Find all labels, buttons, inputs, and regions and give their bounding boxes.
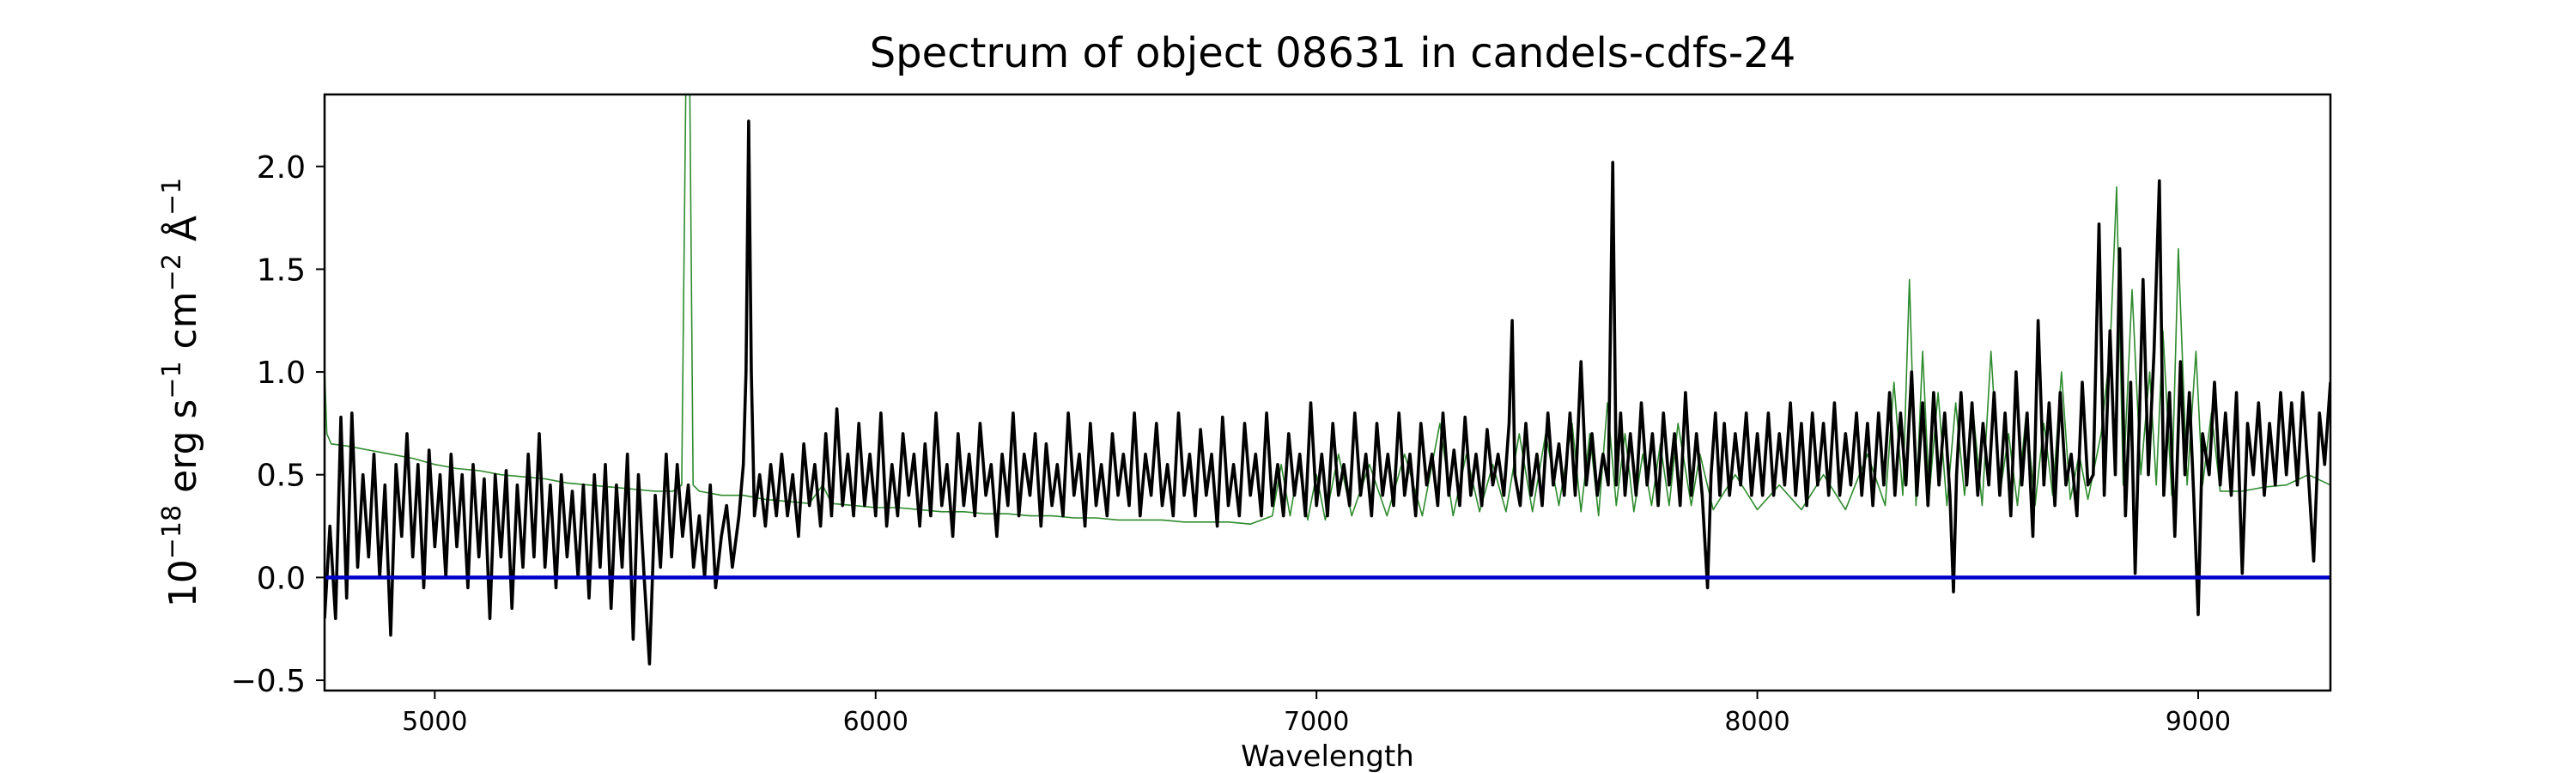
y-tick-label: 1.0 — [257, 356, 306, 391]
y-tick-label: 0.5 — [257, 459, 306, 494]
x-axis-label: Wavelength — [1241, 740, 1414, 773]
chart-title: Spectrum of object 08631 in candels-cdfs… — [870, 29, 1796, 77]
y-axis: −0.5 0.0 0.5 1.0 1.5 2.0 — [231, 150, 325, 699]
x-tick-label: 5000 — [402, 707, 467, 737]
y-label-cm-exponent: −2 — [157, 253, 187, 291]
y-label-cm: cm — [161, 291, 205, 349]
x-tick-label: 6000 — [843, 707, 908, 737]
y-label-base: 10 — [161, 559, 205, 607]
series-layer — [325, 94, 2330, 666]
x-axis: 5000 6000 7000 8000 9000 — [402, 691, 2231, 737]
y-label-base-exponent: −18 — [157, 505, 187, 559]
plot-frame — [323, 93, 2332, 692]
y-label-s-exponent: −1 — [157, 361, 187, 399]
y-tick-label: 2.0 — [257, 150, 306, 186]
flux-series-line — [325, 119, 2330, 666]
x-tick-label: 9000 — [2166, 707, 2231, 737]
x-tick-label: 8000 — [1724, 707, 1789, 737]
y-label-angstrom-exponent: −1 — [157, 178, 187, 216]
y-tick-label: 0.0 — [257, 561, 306, 596]
x-tick-label: 7000 — [1284, 707, 1349, 737]
y-tick-label: 1.5 — [257, 253, 306, 288]
y-axis-label: 10−18 erg s−1 cm−2 Å−1 — [157, 178, 205, 607]
y-label-erg: erg s — [161, 399, 205, 493]
y-tick-label: −0.5 — [231, 664, 306, 699]
y-label-angstrom: Å — [160, 216, 205, 241]
